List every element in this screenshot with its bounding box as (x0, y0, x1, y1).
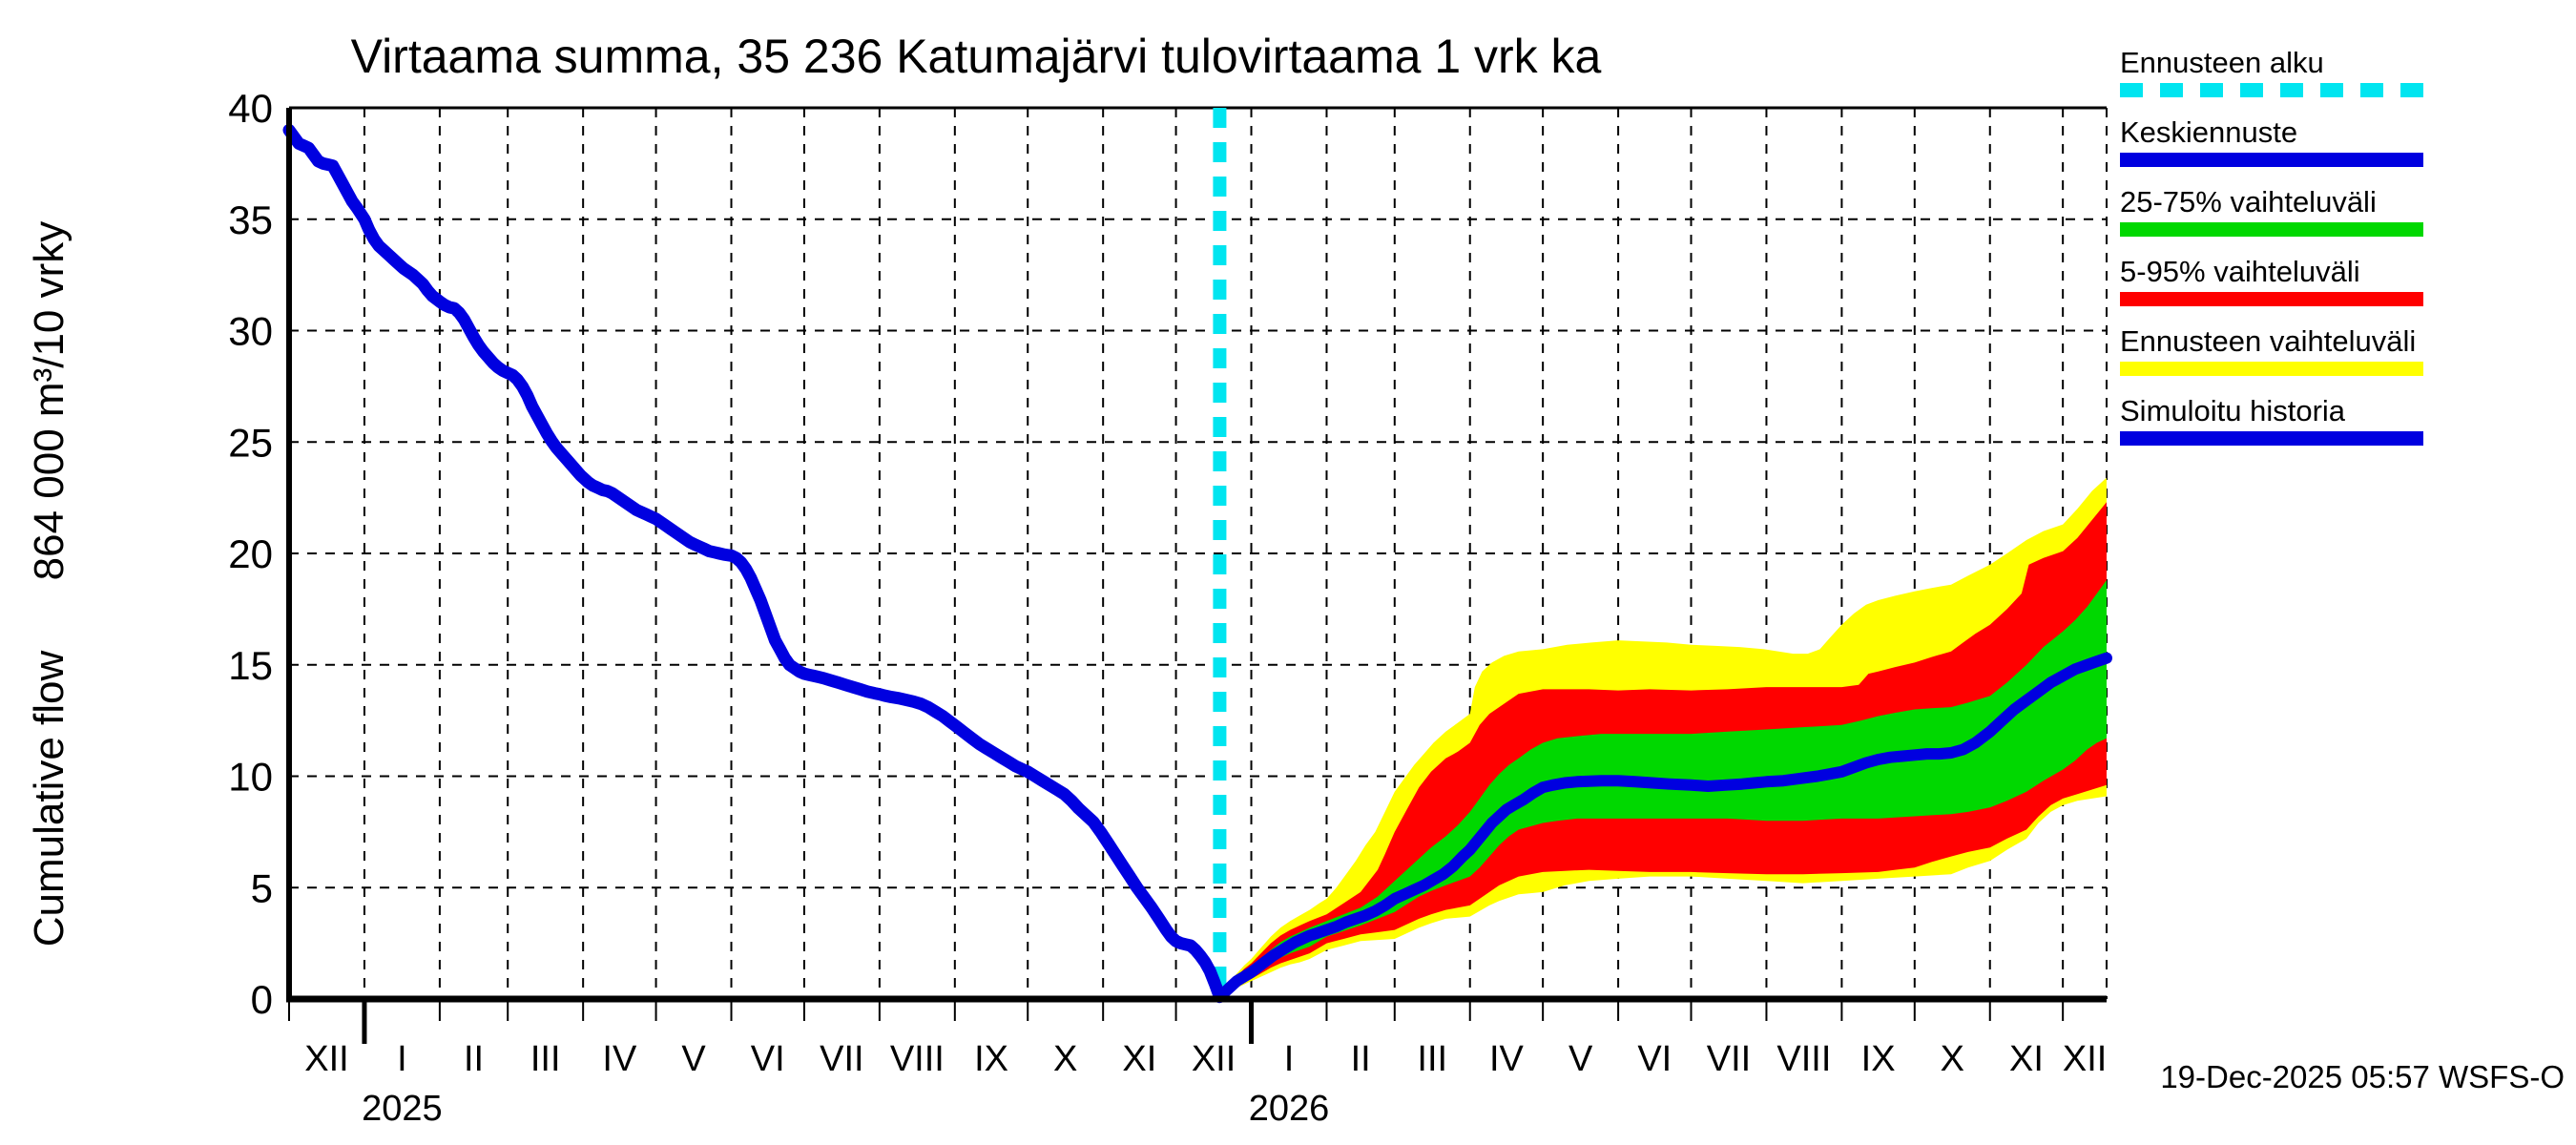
x-tick-label: XII (2063, 1039, 2107, 1079)
y-tick-label: 20 (228, 531, 273, 576)
y-tick-label: 15 (228, 643, 273, 688)
median-line-swatch (2120, 153, 2423, 167)
legend: Ennusteen alku Keskiennuste 25-75% vaiht… (2120, 48, 2568, 466)
year-label: 2026 (1249, 1089, 1330, 1129)
x-tick-label: V (681, 1039, 706, 1079)
legend-entry-forecast-range: Ennusteen vaihteluväli (2120, 326, 2568, 396)
x-tick-label: III (530, 1039, 561, 1079)
band-minmax-swatch (2120, 362, 2423, 376)
timestamp: 19-Dec-2025 05:57 WSFS-O (2160, 1059, 2565, 1094)
x-tick-label: X (1053, 1039, 1077, 1079)
y-tick-label: 30 (228, 309, 273, 354)
chart-title: Virtaama summa, 35 236 Katumajärvi tulov… (351, 30, 1602, 83)
y-tick-label: 35 (228, 198, 273, 242)
x-tick-label: VIII (890, 1039, 945, 1079)
band-25-75-swatch (2120, 222, 2423, 237)
x-tick-label: I (1284, 1039, 1295, 1079)
history-line-swatch (2120, 431, 2423, 446)
legend-label: 25-75% vaihteluväli (2120, 185, 2377, 219)
legend-label: Simuloitu historia (2120, 394, 2346, 427)
plot-area: XII I II III IV V VI VII VIII IX X XI XII I II III IV V VI… (228, 86, 2112, 1129)
legend-entry-median: Keskiennuste (2120, 117, 2568, 187)
x-tick-label: V (1568, 1039, 1593, 1079)
x-tick-label: II (1351, 1039, 1371, 1079)
x-tick-label: XI (2009, 1039, 2044, 1079)
y-tick-label: 40 (228, 86, 273, 131)
band-5-95-swatch (2120, 292, 2423, 306)
legend-entry-25-75: 25-75% vaihteluväli (2120, 187, 2568, 257)
forecast-start-line-swatch (2120, 83, 2423, 97)
y-tick-label: 0 (251, 977, 273, 1022)
x-tick-label: IX (1861, 1039, 1896, 1079)
x-tick-label: VII (1707, 1039, 1751, 1079)
median-line (1214, 652, 2112, 1003)
legend-entry-history: Simuloitu historia (2120, 396, 2568, 466)
legend-entry-5-95: 5-95% vaihteluväli (2120, 257, 2568, 326)
y-axis-label: Cumulative flow 864 000 m³/10 vrky (26, 221, 73, 947)
x-tick-label: VIII (1776, 1039, 1831, 1079)
x-tick-label: III (1417, 1039, 1447, 1079)
x-tick-label: XI (1122, 1039, 1156, 1079)
legend-label: Keskiennuste (2120, 115, 2298, 149)
year-label: 2025 (362, 1089, 443, 1129)
legend-label: Ennusteen vaihteluväli (2120, 324, 2417, 358)
legend-label: 5-95% vaihteluväli (2120, 255, 2360, 288)
y-tick-label: 5 (251, 865, 273, 910)
legend-entry-forecast-start: Ennusteen alku (2120, 48, 2568, 117)
x-tick-label: II (464, 1039, 484, 1079)
x-tick-label: VII (820, 1039, 863, 1079)
x-tick-label: X (1941, 1039, 1964, 1079)
x-tick-label: IX (974, 1039, 1008, 1079)
x-tick-label: VI (1637, 1039, 1672, 1079)
history-line (282, 123, 1226, 1004)
y-tick-label: 25 (228, 420, 273, 465)
x-tick-label: IV (602, 1039, 637, 1079)
x-tick-label: I (397, 1039, 407, 1079)
x-tick-label: XII (1192, 1039, 1236, 1079)
x-tick-label: VI (751, 1039, 785, 1079)
y-tick-label: 10 (228, 755, 273, 800)
legend-label: Ennusteen alku (2120, 46, 2324, 79)
x-tick-label: IV (1489, 1039, 1525, 1079)
x-tick-label: XII (304, 1039, 348, 1079)
